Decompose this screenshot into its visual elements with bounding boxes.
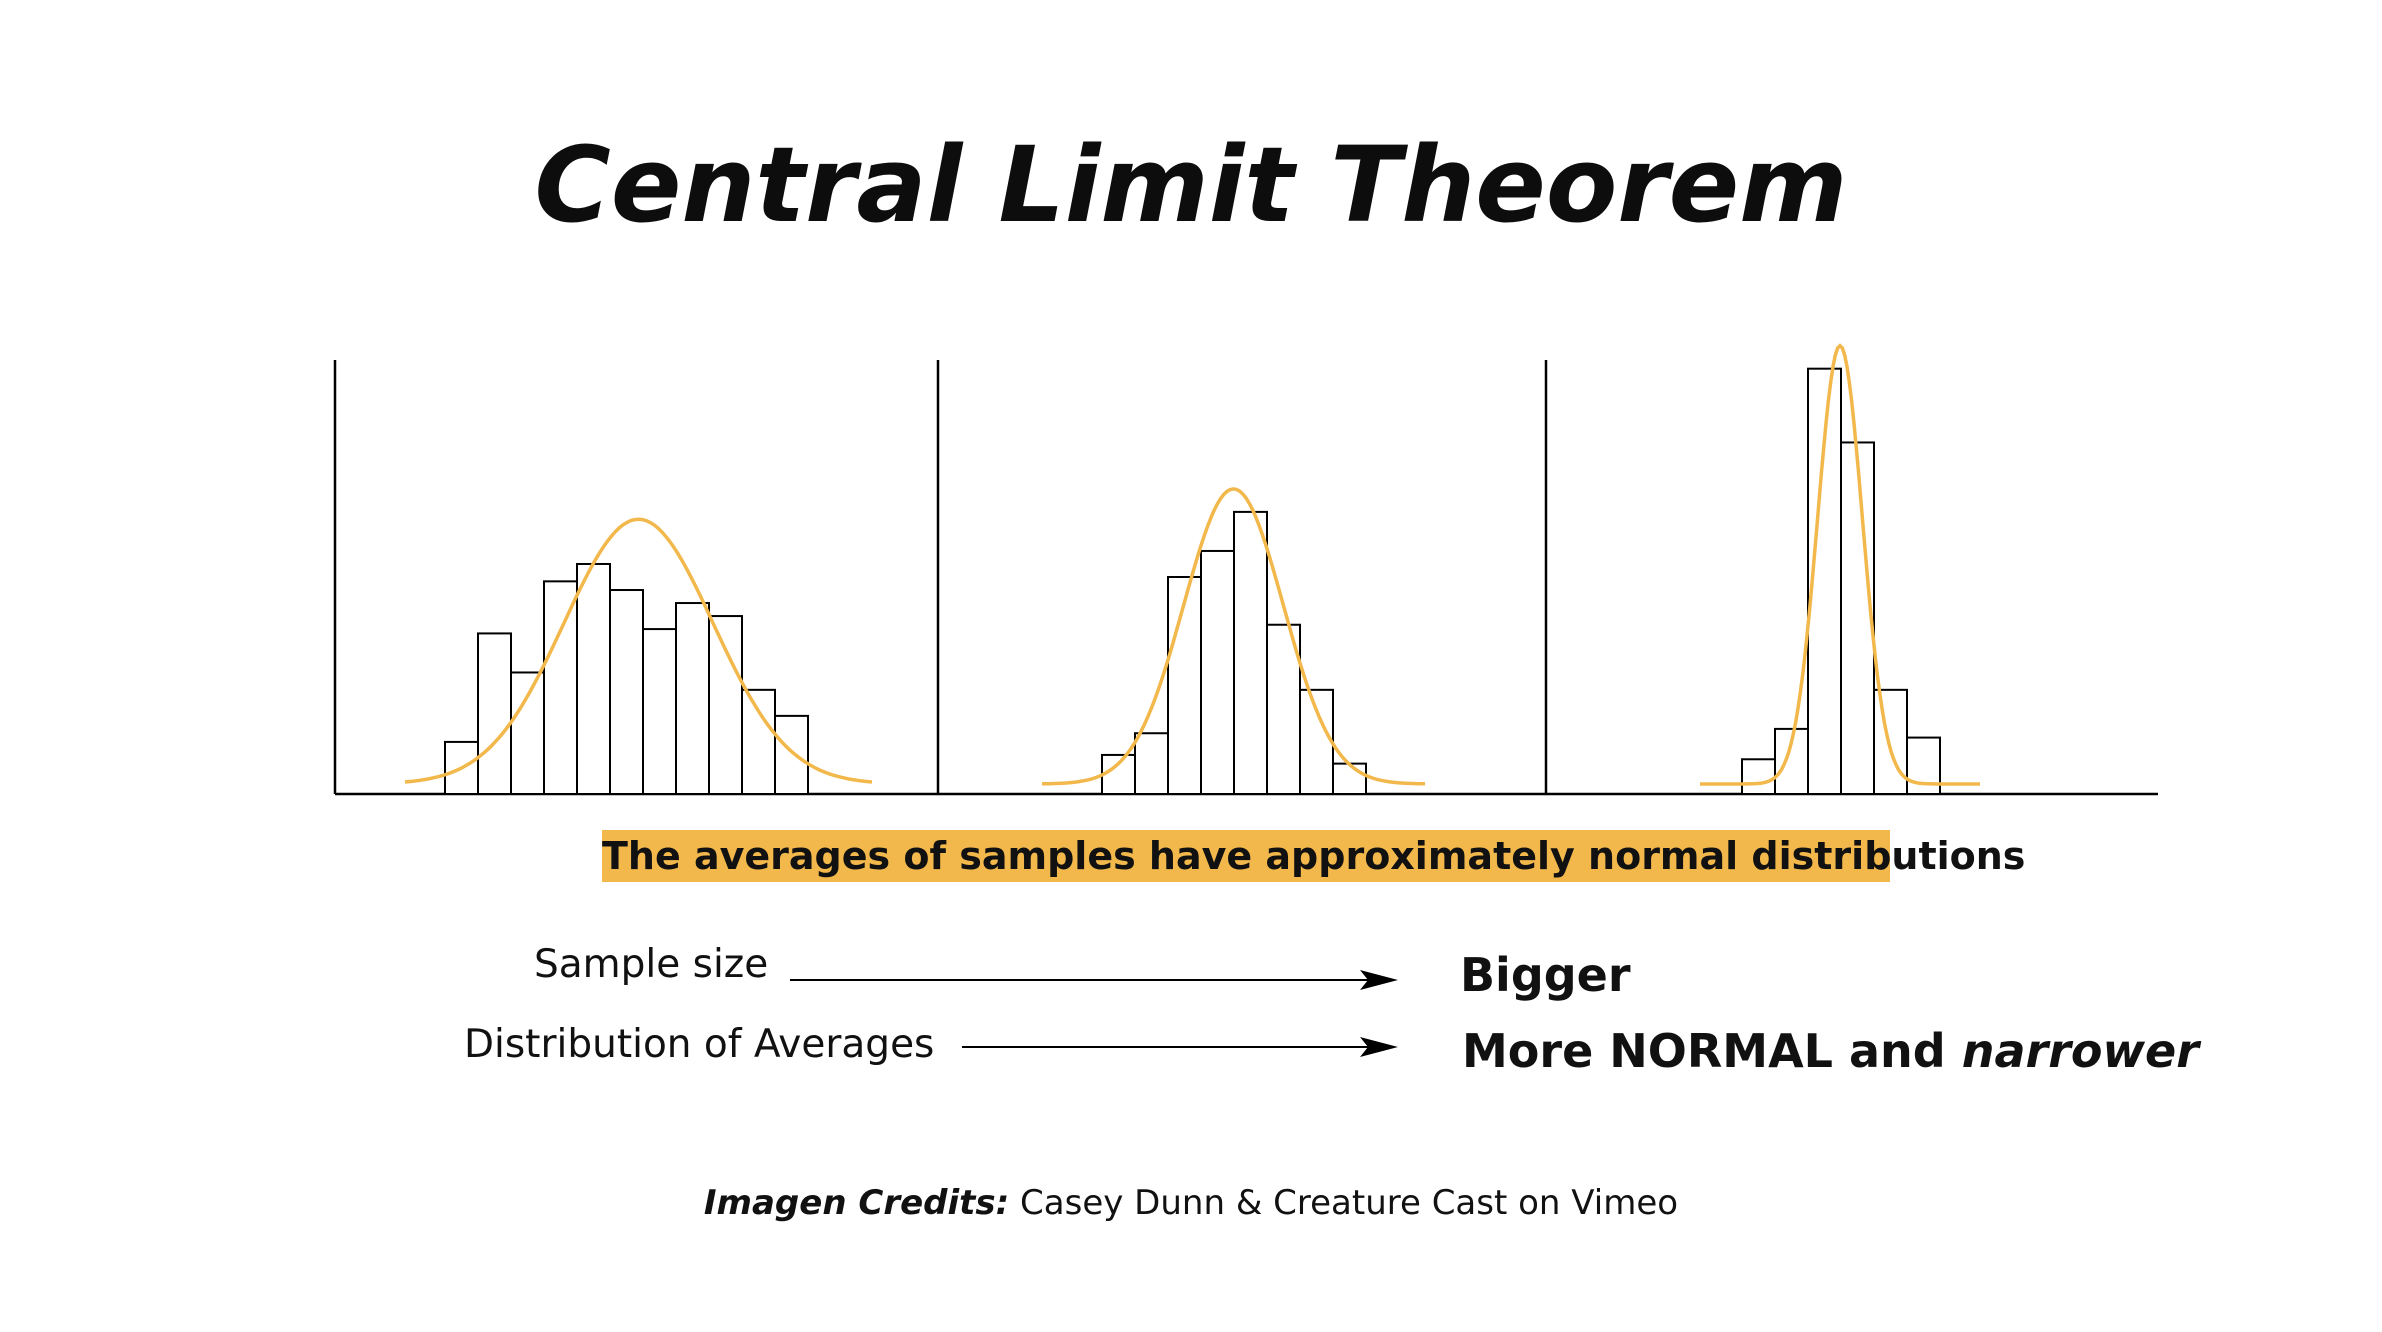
panel-1-bar: [610, 590, 643, 794]
panel-3-bar: [1841, 442, 1874, 794]
panel-1-bar: [544, 581, 577, 794]
panel-2-bar: [1201, 551, 1234, 794]
panel-1-bar: [709, 616, 742, 794]
distribution-result-main: More NORMAL and: [1462, 1024, 1962, 1078]
panel-3-bar: [1742, 759, 1775, 794]
panel-2-bar: [1168, 577, 1201, 794]
panel-1-bar: [511, 672, 544, 794]
highlight-banner: The averages of samples have approximate…: [602, 830, 1890, 882]
panel-1-bar: [676, 603, 709, 794]
credits-label: Imagen Credits:: [704, 1183, 1009, 1223]
panel-2-bar: [1102, 755, 1135, 794]
panel-2-bar: [1300, 690, 1333, 794]
sample-size-label: Sample size: [534, 945, 768, 984]
distribution-label: Distribution of Averages: [464, 1025, 934, 1064]
distribution-result-emphasis: narrower: [1962, 1024, 2199, 1078]
panel-1-bar: [478, 633, 511, 794]
panel-1-bar: [742, 690, 775, 794]
panel-2-bar: [1333, 764, 1366, 794]
sample-size-result: Bigger: [1460, 952, 1631, 998]
image-credits: Imagen Credits: Casey Dunn & Creature Ca…: [0, 1186, 2382, 1220]
credits-text: Casey Dunn & Creature Cast on Vimeo: [1009, 1183, 1678, 1223]
panel-3-bar: [1874, 690, 1907, 794]
histogram-bars: [445, 369, 1940, 794]
panel-1-bar: [577, 564, 610, 794]
panel-2-bar: [1234, 512, 1267, 794]
panel-1-bar: [775, 716, 808, 794]
panel-1-bar: [643, 629, 676, 794]
distribution-result: More NORMAL and narrower: [1462, 1028, 2199, 1074]
panel-2-bar: [1135, 733, 1168, 794]
